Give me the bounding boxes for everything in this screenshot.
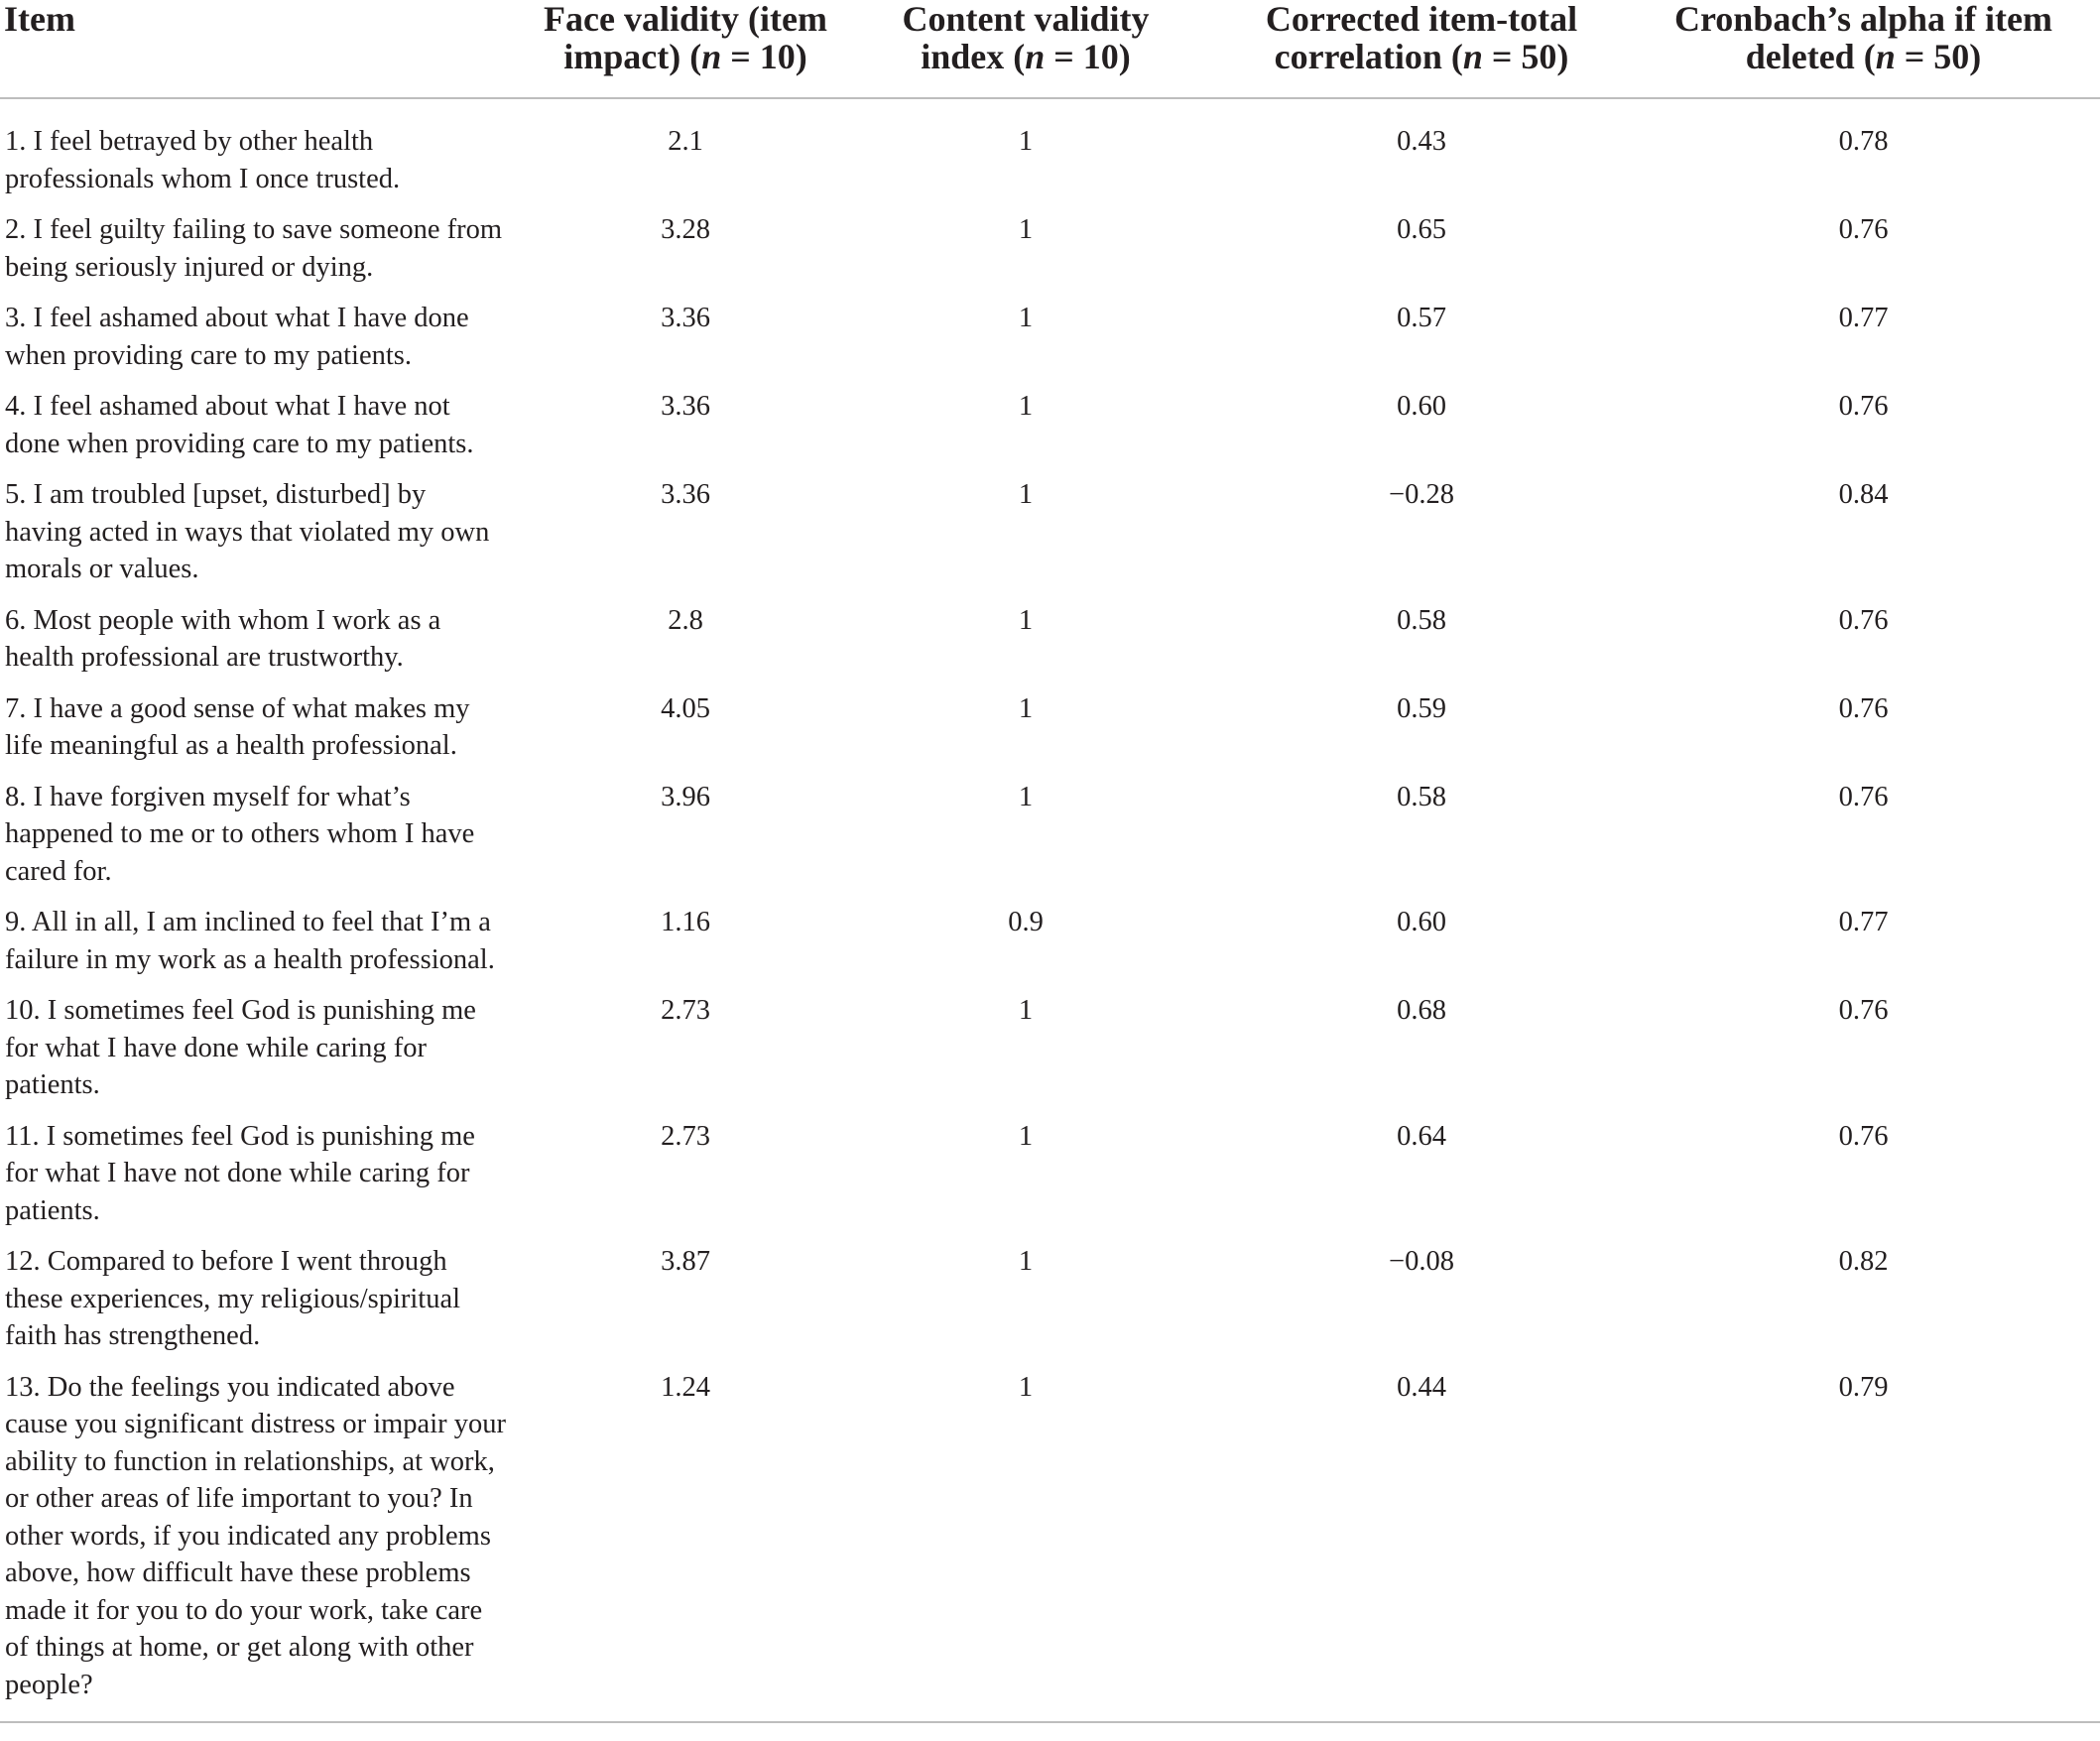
content-validity-value: 1 (1018, 692, 1034, 724)
content-validity-value: 1 (835, 1368, 1216, 1723)
header-cronbach-alpha: Cronbach’s alpha if item deleted (n = 50… (1627, 0, 2100, 99)
alpha-value: 0.78 (1838, 126, 1889, 157)
header-face-validity: Face validity (item impact) (n = 10) (536, 0, 835, 99)
content-validity-value: 1 (1018, 1120, 1034, 1152)
header-item: Item (0, 0, 536, 99)
content-validity-value: 0.9 (1008, 907, 1044, 937)
face-validity-value: 3.87 (661, 1246, 710, 1277)
alpha-value: 0.76 (1838, 692, 1889, 724)
alpha-value: 0.76 (1838, 995, 1889, 1026)
content-validity-value: 1 (1018, 604, 1034, 636)
item-text: 4. I feel ashamed about what I have not … (5, 391, 474, 459)
alpha-value: 0.76 (1838, 214, 1889, 245)
table-row: 1. I feel betrayed by other health profe… (0, 98, 2100, 211)
alpha-value: 0.76 (1838, 1120, 1889, 1152)
alpha-value: 0.82 (1838, 1246, 1889, 1277)
face-validity-value: 2.8 (668, 604, 703, 636)
table-row: 5. I am troubled [upset, disturbed] by h… (0, 476, 2100, 602)
table-row: 6. Most people with whom I work as a hea… (0, 602, 2100, 690)
item-text: 7. I have a good sense of what makes my … (5, 692, 470, 762)
table-body: 1. I feel betrayed by other health profe… (0, 98, 2100, 1723)
alpha-value: 0.84 (1838, 479, 1889, 510)
alpha-value: 0.76 (1838, 781, 1889, 812)
header-content-validity: Content validity index (n = 10) (835, 0, 1216, 99)
correlation-value: 0.60 (1397, 907, 1446, 937)
content-validity-value: 1 (1018, 479, 1034, 510)
item-text: 5. I am troubled [upset, disturbed] by h… (5, 479, 490, 584)
correlation-value: −0.28 (1389, 479, 1454, 510)
table-row: 8. I have forgiven myself for what’s hap… (0, 779, 2100, 905)
correlation-value: 0.44 (1216, 1368, 1627, 1723)
face-validity-value: 3.28 (661, 214, 710, 245)
table-row: 12. Compared to before I went through th… (0, 1243, 2100, 1369)
item-text: 2. I feel guilty failing to save someone… (5, 214, 502, 283)
item-text: 6. Most people with whom I work as a hea… (5, 604, 441, 674)
correlation-value: −0.08 (1389, 1246, 1454, 1277)
table-row: 3. I feel ashamed about what I have done… (0, 300, 2100, 388)
correlation-value: 0.60 (1397, 391, 1446, 422)
face-validity-value: 3.96 (661, 781, 710, 812)
alpha-value: 0.76 (1838, 604, 1889, 636)
face-validity-value: 3.36 (661, 391, 710, 422)
face-validity-value: 3.36 (661, 303, 710, 333)
correlation-value: 0.43 (1397, 126, 1446, 157)
content-validity-value: 1 (1018, 391, 1034, 422)
header-row: Item Face validity (item impact) (n = 10… (0, 0, 2100, 99)
item-text: 8. I have forgiven myself for what’s hap… (5, 781, 475, 887)
correlation-value: 0.64 (1397, 1120, 1446, 1152)
item-text: 11. I sometimes feel God is punishing me… (5, 1120, 475, 1226)
header-corrected-correlation: Corrected item-total correlation (n = 50… (1216, 0, 1627, 99)
table-header: Item Face validity (item impact) (n = 10… (0, 0, 2100, 99)
alpha-value: 0.79 (1627, 1368, 2100, 1723)
face-validity-value: 3.36 (661, 479, 710, 510)
item-text: 13. Do the feelings you indicated above … (0, 1368, 536, 1723)
correlation-value: 0.58 (1397, 781, 1446, 812)
correlation-value: 0.59 (1397, 692, 1446, 724)
content-validity-value: 1 (1018, 781, 1034, 812)
table-row: 9. All in all, I am inclined to feel tha… (0, 904, 2100, 992)
content-validity-value: 1 (1018, 126, 1034, 157)
correlation-value: 0.68 (1397, 995, 1446, 1026)
face-validity-value: 1.16 (661, 907, 710, 937)
item-text: 9. All in all, I am inclined to feel tha… (5, 907, 495, 975)
table-row: 7. I have a good sense of what makes my … (0, 690, 2100, 779)
alpha-value: 0.76 (1838, 391, 1889, 422)
correlation-value: 0.65 (1397, 214, 1446, 245)
table-row: 2. I feel guilty failing to save someone… (0, 211, 2100, 300)
item-text: 12. Compared to before I went through th… (5, 1246, 461, 1351)
face-validity-value: 4.05 (661, 692, 710, 724)
face-validity-value: 1.24 (536, 1368, 835, 1723)
alpha-value: 0.77 (1838, 907, 1889, 937)
face-validity-value: 2.1 (668, 126, 703, 157)
item-text: 1. I feel betrayed by other health profe… (5, 126, 401, 194)
item-text: 3. I feel ashamed about what I have done… (5, 303, 469, 371)
item-text: 10. I sometimes feel God is punishing me… (5, 995, 476, 1100)
alpha-value: 0.77 (1838, 303, 1889, 333)
face-validity-value: 2.73 (661, 995, 710, 1026)
table-row: 4. I feel ashamed about what I have not … (0, 388, 2100, 476)
content-validity-value: 1 (1018, 214, 1034, 245)
correlation-value: 0.57 (1397, 303, 1446, 333)
table-row: 11. I sometimes feel God is punishing me… (0, 1118, 2100, 1244)
table-row: 10. I sometimes feel God is punishing me… (0, 992, 2100, 1118)
table-row: 13. Do the feelings you indicated above … (0, 1368, 2100, 1723)
content-validity-value: 1 (1018, 303, 1034, 333)
content-validity-value: 1 (1018, 995, 1034, 1026)
face-validity-value: 2.73 (661, 1120, 710, 1152)
correlation-value: 0.58 (1397, 604, 1446, 636)
content-validity-value: 1 (1018, 1246, 1034, 1277)
